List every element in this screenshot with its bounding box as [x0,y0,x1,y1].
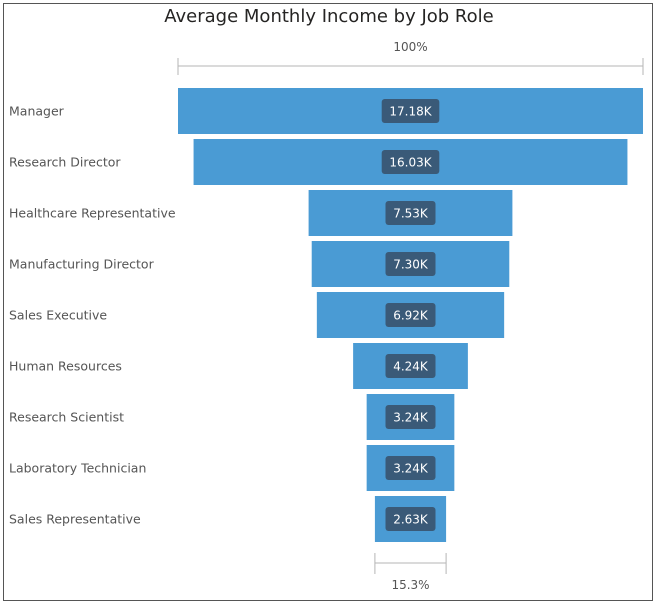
top-percent-bracket [177,58,644,75]
top-percent-label: 100% [393,40,427,54]
category-label: Sales Representative [9,512,141,527]
chart-title: Average Monthly Income by Job Role [164,6,494,27]
value-label: 4.24K [393,360,429,374]
value-label: 6.92K [393,309,429,323]
value-label-box [385,303,436,327]
value-label: 7.53K [393,207,429,221]
value-label-box [385,507,436,531]
value-label: 2.63K [393,513,429,527]
value-label: 17.18K [389,105,432,119]
value-label-box [385,354,436,378]
value-label: 3.24K [393,411,429,425]
bottom-percent-label: 15.3% [391,578,429,592]
category-label: Human Resources [9,359,122,374]
value-label: 7.30K [393,258,429,272]
bottom-percent-bracket [374,553,447,574]
value-label-box [385,456,436,480]
category-label: Research Scientist [9,410,124,425]
value-label-box [381,150,440,174]
category-label: Manufacturing Director [9,257,155,272]
value-label: 16.03K [389,156,432,170]
value-label: 3.24K [393,462,429,476]
category-label: Research Director [9,155,121,170]
category-label: Laboratory Technician [9,461,146,476]
category-label: Sales Executive [9,308,107,323]
value-label-box [381,99,440,123]
value-label-box [385,201,436,225]
category-label: Healthcare Representative [9,206,176,221]
category-label: Manager [9,104,65,119]
value-label-box [385,405,436,429]
value-label-box [385,252,436,276]
